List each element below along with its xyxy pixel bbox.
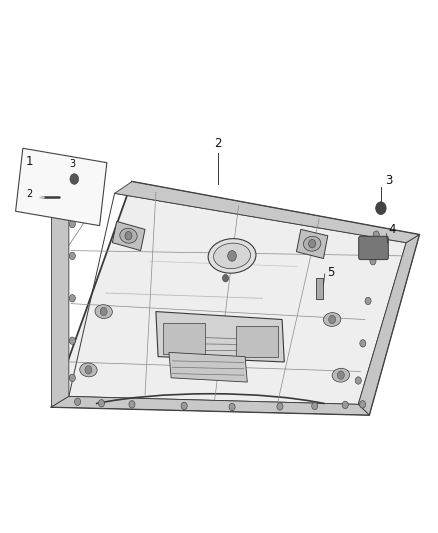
Text: 3: 3 [385, 174, 392, 187]
Circle shape [312, 402, 318, 410]
Text: 2: 2 [214, 137, 222, 150]
Polygon shape [51, 182, 69, 407]
Circle shape [328, 316, 336, 324]
Bar [163, 323, 205, 354]
Circle shape [337, 371, 344, 379]
Circle shape [125, 231, 132, 240]
Text: 4: 4 [389, 223, 396, 236]
Circle shape [181, 402, 187, 410]
Polygon shape [51, 397, 369, 415]
Ellipse shape [214, 243, 251, 269]
Ellipse shape [80, 363, 97, 377]
Circle shape [69, 295, 75, 302]
Circle shape [360, 340, 366, 347]
Polygon shape [16, 148, 107, 225]
Bar [237, 326, 278, 357]
Ellipse shape [208, 239, 256, 273]
Circle shape [373, 231, 379, 238]
Text: 5: 5 [327, 266, 334, 279]
Circle shape [100, 308, 107, 316]
Circle shape [228, 251, 237, 261]
Polygon shape [113, 221, 145, 251]
FancyBboxPatch shape [359, 236, 389, 260]
Polygon shape [169, 352, 247, 382]
Circle shape [69, 220, 75, 228]
Circle shape [69, 374, 75, 382]
Circle shape [229, 403, 235, 411]
Circle shape [70, 174, 79, 184]
Polygon shape [297, 229, 328, 259]
Circle shape [69, 252, 75, 260]
Circle shape [129, 401, 135, 408]
Circle shape [74, 398, 81, 406]
Polygon shape [358, 235, 419, 415]
Circle shape [376, 202, 386, 215]
Circle shape [355, 377, 361, 384]
Circle shape [309, 239, 316, 248]
Text: 2: 2 [27, 189, 33, 199]
Ellipse shape [304, 236, 321, 251]
Text: 1: 1 [25, 156, 33, 168]
Polygon shape [51, 182, 419, 415]
Ellipse shape [120, 228, 137, 243]
Circle shape [342, 401, 348, 409]
Ellipse shape [323, 313, 341, 326]
Circle shape [69, 337, 75, 344]
Polygon shape [156, 312, 284, 362]
Circle shape [223, 274, 229, 282]
Text: 3: 3 [69, 159, 75, 169]
Polygon shape [115, 182, 419, 243]
Circle shape [365, 297, 371, 305]
Ellipse shape [95, 305, 113, 319]
Ellipse shape [332, 368, 350, 382]
Circle shape [370, 257, 376, 265]
Circle shape [277, 403, 283, 410]
Circle shape [360, 401, 366, 408]
Bar [316, 278, 322, 300]
Circle shape [99, 400, 105, 407]
Circle shape [85, 366, 92, 374]
